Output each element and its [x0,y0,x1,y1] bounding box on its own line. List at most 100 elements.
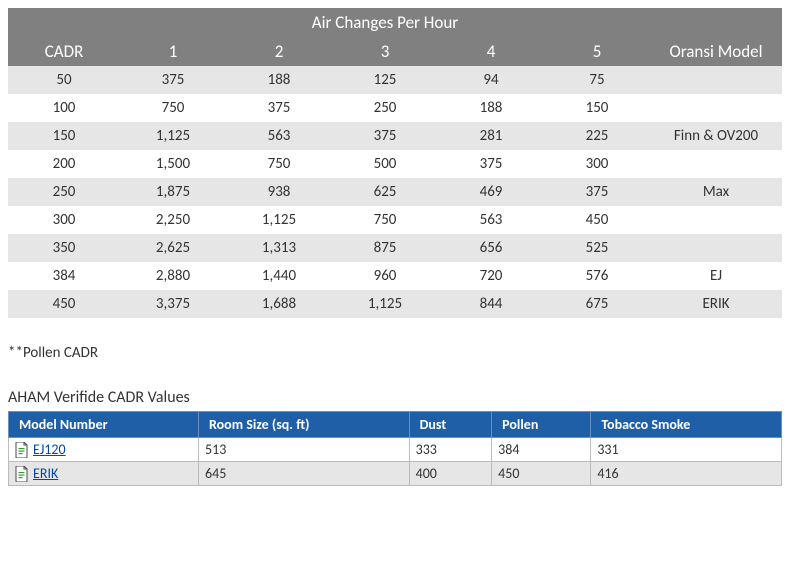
spacer-cell [8,8,120,37]
cell-model: ERIK [650,290,782,318]
cell-ach: 750 [226,150,332,178]
table-row: 3002,2501,125750563450 [8,206,782,234]
table-row: 503751881259475 [8,66,782,94]
cell-room: 645 [199,462,410,486]
spacer-cell [650,8,782,37]
cell-ach: 125 [332,66,438,94]
cell-ach: 563 [438,206,544,234]
cell-dust: 400 [409,462,492,486]
col-ach-2: 2 [226,37,332,66]
cell-ach: 250 [332,94,438,122]
cell-ach: 375 [226,94,332,122]
cell-cadr: 450 [8,290,120,318]
cell-model: Finn & OV200 [650,122,782,150]
cell-cadr: 50 [8,66,120,94]
cell-ach: 1,440 [226,262,332,290]
pollen-cadr-note: **Pollen CADR [8,344,782,362]
cell-cadr: 100 [8,94,120,122]
cell-ach: 720 [438,262,544,290]
cell-ach: 1,125 [120,122,226,150]
document-icon [15,442,29,458]
cell-smoke: 331 [591,438,782,462]
cell-model: Max [650,178,782,206]
cell-model [650,150,782,178]
cell-ach: 656 [438,234,544,262]
cell-room: 513 [199,438,410,462]
cell-ach: 875 [332,234,438,262]
cell-ach: 2,250 [120,206,226,234]
cell-ach: 375 [544,178,650,206]
cell-dust: 333 [409,438,492,462]
cell-ach: 1,875 [120,178,226,206]
cell-ach: 94 [438,66,544,94]
cell-ach: 675 [544,290,650,318]
cell-ach: 2,625 [120,234,226,262]
cell-ach: 1,500 [120,150,226,178]
cell-ach: 469 [438,178,544,206]
cell-pollen: 384 [492,438,591,462]
cell-model [650,234,782,262]
cell-model [650,206,782,234]
cell-cadr: 250 [8,178,120,206]
cell-ach: 938 [226,178,332,206]
cell-ach: 625 [332,178,438,206]
cell-ach: 844 [438,290,544,318]
col-room-size: Room Size (sq. ft) [199,412,410,438]
table-row: 4503,3751,6881,125844675ERIK [8,290,782,318]
cell-smoke: 416 [591,462,782,486]
cell-cadr: 200 [8,150,120,178]
cell-ach: 576 [544,262,650,290]
table-row: 3842,8801,440960720576EJ [8,262,782,290]
cell-cadr: 384 [8,262,120,290]
col-tobacco-smoke: Tobacco Smoke [591,412,782,438]
col-model: Oransi Model [650,37,782,66]
cell-ach: 225 [544,122,650,150]
col-cadr: CADR [8,37,120,66]
col-model-number: Model Number [9,412,199,438]
cell-ach: 750 [332,206,438,234]
cell-ach: 1,125 [226,206,332,234]
cell-model [650,94,782,122]
cell-ach: 3,375 [120,290,226,318]
cell-ach: 188 [438,94,544,122]
cell-ach: 375 [438,150,544,178]
cell-ach: 525 [544,234,650,262]
cell-pollen: 450 [492,462,591,486]
cell-ach: 500 [332,150,438,178]
cell-ach: 1,688 [226,290,332,318]
col-pollen: Pollen [492,412,591,438]
table-row: 2001,500750500375300 [8,150,782,178]
cell-ach: 188 [226,66,332,94]
cell-model: EJ [650,262,782,290]
cell-ach: 375 [120,66,226,94]
cell-ach: 960 [332,262,438,290]
air-changes-table: Air Changes Per Hour CADR 1 2 3 4 5 Oran… [8,8,782,318]
cell-ach: 75 [544,66,650,94]
col-ach-5: 5 [544,37,650,66]
cell-cadr: 350 [8,234,120,262]
table-row: ERIK 645400450416 [9,462,782,486]
table-row: 3502,6251,313875656525 [8,234,782,262]
cell-ach: 563 [226,122,332,150]
cell-ach: 375 [332,122,438,150]
cell-cadr: 300 [8,206,120,234]
aham-cadr-table: Model Number Room Size (sq. ft) Dust Pol… [8,411,782,486]
model-link[interactable]: EJ120 [33,441,66,458]
cell-cadr: 150 [8,122,120,150]
document-icon [15,466,29,482]
model-link[interactable]: ERIK [33,465,58,482]
table1-title: Air Changes Per Hour [120,8,650,37]
table-row: 100750375250188150 [8,94,782,122]
col-ach-4: 4 [438,37,544,66]
cell-ach: 1,125 [332,290,438,318]
cell-model-number: EJ120 [9,438,199,462]
cell-ach: 450 [544,206,650,234]
cell-ach: 2,880 [120,262,226,290]
col-ach-3: 3 [332,37,438,66]
aham-heading: AHAM Verifide CADR Values [8,388,782,407]
cell-ach: 281 [438,122,544,150]
cell-ach: 300 [544,150,650,178]
table-row: 1501,125563375281225Finn & OV200 [8,122,782,150]
col-ach-1: 1 [120,37,226,66]
table-row: EJ120 513333384331 [9,438,782,462]
